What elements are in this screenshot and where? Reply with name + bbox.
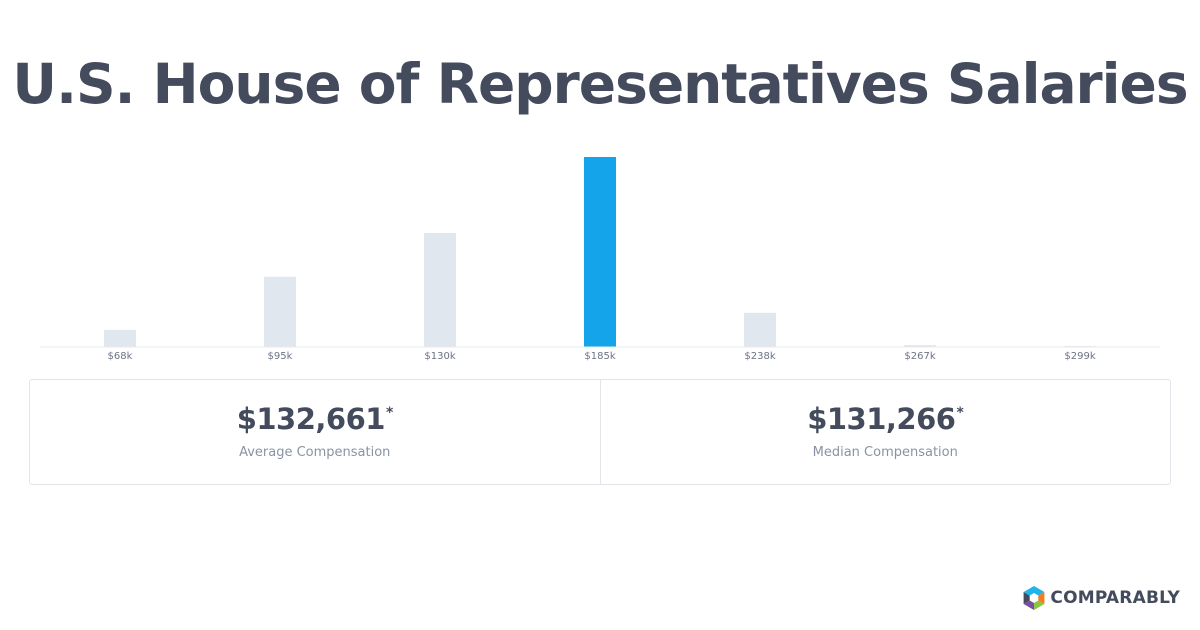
brand-logo-link[interactable]: COMPARABLY — [1022, 586, 1180, 610]
comparably-logo-icon — [1023, 586, 1045, 610]
average-compensation-stat: $132,661* Average Compensation — [30, 380, 600, 484]
average-compensation-label: Average Compensation — [239, 444, 391, 460]
median-compensation-asterisk: * — [956, 404, 964, 421]
tick-label-68k: $68k — [108, 351, 133, 362]
x-axis-tick-labels: $68k $95k $130k $185k $238k $267k $299k — [108, 351, 1096, 362]
tick-label-130k: $130k — [424, 351, 455, 362]
tick-label-95k: $95k — [268, 351, 293, 362]
bar-68k — [104, 329, 136, 347]
page-title: U.S. House of Representatives Salaries — [12, 52, 1188, 116]
tick-label-299k: $299k — [1064, 351, 1095, 362]
chart-bars — [104, 157, 1096, 347]
compensation-stats: $132,661* Average Compensation $131,266*… — [29, 379, 1171, 485]
tick-label-238k: $238k — [744, 351, 775, 362]
median-compensation-stat: $131,266* Median Compensation — [599, 380, 1171, 484]
tick-label-185k: $185k — [584, 351, 615, 362]
tick-label-267k: $267k — [904, 351, 935, 362]
brand-name: COMPARABLY — [1050, 588, 1180, 608]
bar-95k — [264, 276, 296, 347]
median-compensation-value: $131,266 — [807, 401, 956, 436]
average-compensation-asterisk: * — [385, 404, 393, 421]
average-compensation-value: $132,661 — [236, 401, 386, 436]
bar-185k — [584, 157, 616, 347]
salary-distribution-chart: $68k $95k $130k $185k $238k $267k $299k — [40, 157, 1160, 362]
bar-238k — [744, 312, 776, 347]
bar-130k — [424, 233, 456, 347]
median-compensation-label: Median Compensation — [812, 444, 958, 460]
bar-267k — [904, 345, 936, 347]
